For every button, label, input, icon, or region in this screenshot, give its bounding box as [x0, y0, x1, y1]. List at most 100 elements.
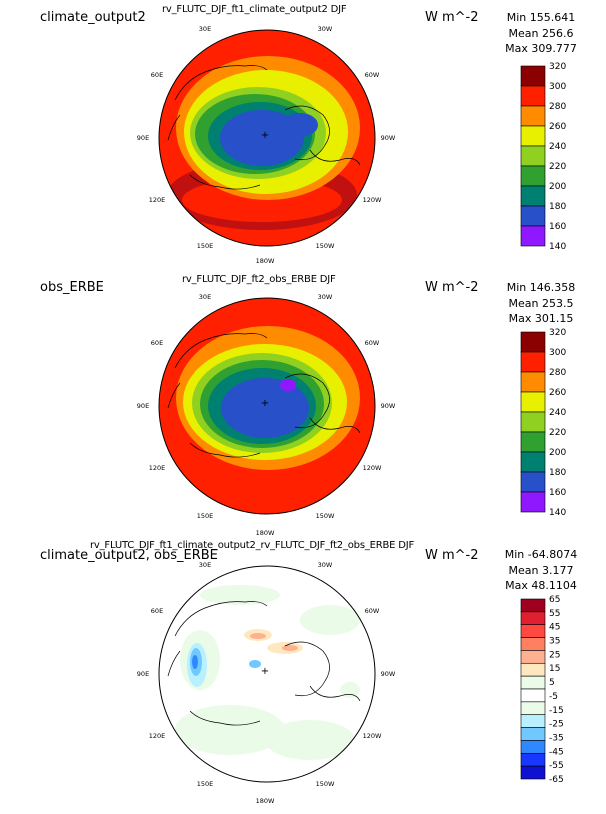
colorbar-swatch — [520, 85, 546, 107]
colorbar-swatch — [520, 471, 546, 493]
colorbar-swatch — [520, 491, 546, 513]
colorbar-swatch — [520, 431, 546, 453]
panel-stats: Min -64.8074 Mean 3.177 Max 48.1104 — [498, 547, 584, 594]
lon-label-90w: 90W — [381, 134, 396, 142]
colorbar-level-label: 300 — [549, 348, 566, 358]
panel-units: W m^-2 — [425, 548, 479, 563]
lon-label-150w: 150W — [316, 780, 335, 788]
lon-label-120w: 120W — [363, 464, 382, 472]
lon-label-90e: 90E — [137, 402, 149, 410]
colorbar-swatch — [520, 411, 546, 433]
colorbar-level-label: 240 — [549, 408, 566, 418]
stat-min: Min 155.641 — [506, 11, 576, 24]
panel-title: rv_FLUTC_DJF_ft1_climate_output2 DJF — [162, 4, 347, 15]
colorbar-swatch — [520, 65, 546, 87]
colorbar: 65 55 45 35 25 15 5 -5 -15 -25 -35 -45 -55 -65 — [520, 595, 564, 785]
panel-units: W m^-2 — [425, 280, 479, 295]
colorbar-level-label: -5 — [549, 692, 558, 702]
colorbar-level-label: 65 — [549, 595, 560, 605]
colorbar-level-label: 200 — [549, 182, 566, 192]
colorbar-swatch — [520, 105, 546, 127]
colorbar-level-label: 220 — [549, 428, 566, 438]
lon-label-150e: 150E — [197, 512, 214, 520]
colorbar-level-label: -35 — [549, 733, 564, 743]
colorbar-swatch — [520, 331, 546, 353]
colorbar-level-label: 280 — [549, 102, 566, 112]
colorbar-swatch — [520, 765, 546, 780]
colorbar-level-label: 320 — [549, 328, 566, 338]
stat-max: Max 309.777 — [505, 42, 577, 56]
colorbar-swatch — [520, 391, 546, 413]
coastlines — [167, 65, 361, 190]
lon-label-120e: 120E — [149, 464, 166, 472]
lon-label-150w: 150W — [316, 242, 335, 250]
colorbar-level-label: -65 — [549, 775, 564, 785]
colorbar-swatch — [520, 624, 546, 638]
lon-label-120w: 120W — [363, 196, 382, 204]
lon-label-150e: 150E — [197, 242, 214, 250]
lon-label-120w: 120W — [363, 732, 382, 740]
panel-obs: + 30E 30W 60E 60W 90E 90W 120E 120W 150E… — [0, 270, 606, 540]
colorbar-level-label: 200 — [549, 448, 566, 458]
colorbar-level-label: 25 — [549, 650, 560, 660]
panel-title: rv_FLUTC_DJF_ft2_obs_ERBE DJF — [182, 274, 336, 285]
colorbar-level-label: 160 — [549, 488, 566, 498]
stat-mean: Mean 3.177 — [508, 563, 574, 577]
colorbar-swatch — [520, 675, 546, 690]
map-boundary — [158, 565, 376, 783]
stat-mean: Mean 253.5 — [508, 296, 574, 310]
panel-left-label: climate_output2, obs_ERBE — [40, 548, 218, 563]
panel-left-label: obs_ERBE — [40, 280, 104, 295]
lon-label-180w: 180W — [256, 529, 275, 537]
lon-label-60e: 60E — [151, 607, 163, 615]
panel-left-label: climate_output2 — [40, 10, 146, 25]
colorbar-level-label: 140 — [549, 242, 566, 252]
colorbar-level-label: 55 — [549, 609, 560, 619]
colorbar-level-label: 160 — [549, 222, 566, 232]
colorbar-swatch — [520, 714, 546, 728]
lon-label-60e: 60E — [151, 339, 163, 347]
lon-label-30w: 30W — [318, 25, 333, 33]
colorbar-swatch — [520, 637, 546, 651]
colorbar-level-label: 280 — [549, 368, 566, 378]
colorbar-swatch — [520, 752, 546, 767]
colorbar-level-label: 140 — [549, 508, 566, 518]
colorbar-level-label: -45 — [549, 747, 564, 757]
lon-label-180w: 180W — [256, 257, 275, 265]
contour-field — [159, 298, 375, 514]
colorbar-swatch — [520, 740, 546, 754]
lon-label-60w: 60W — [365, 607, 380, 615]
colorbar-swatch — [520, 662, 546, 677]
colorbar-level-label: 45 — [549, 623, 560, 633]
colorbar-swatch — [520, 351, 546, 373]
colorbar-level-label: 240 — [549, 142, 566, 152]
lon-label-60w: 60W — [365, 71, 380, 79]
contour-field — [159, 566, 375, 782]
colorbar-swatch — [520, 185, 546, 207]
colorbar-level-label: -15 — [549, 706, 564, 716]
colorbar: 320 300 280 260 240 220 200 180 160 140 — [520, 328, 566, 518]
lon-label-60e: 60E — [151, 71, 163, 79]
pole-marker: + — [261, 666, 269, 677]
map-boundary — [158, 29, 376, 247]
colorbar-level-label: 180 — [549, 202, 566, 212]
coastlines — [167, 601, 361, 726]
colorbar: 320 300 280 260 240 220 200 180 160 140 — [520, 62, 566, 252]
colorbar-swatch — [520, 145, 546, 167]
colorbar-swatch — [520, 650, 546, 664]
panel-stats: Min 155.641 Mean 256.6 Max 309.777 — [498, 10, 584, 57]
lon-label-30e: 30E — [199, 25, 211, 33]
colorbar-swatch — [520, 701, 546, 716]
coastlines — [167, 333, 361, 458]
colorbar-level-label: 320 — [549, 62, 566, 72]
panel-stats: Min 146.358 Mean 253.5 Max 301.15 — [498, 280, 584, 327]
colorbar-swatch — [520, 225, 546, 247]
stat-max: Max 301.15 — [508, 312, 574, 326]
map-boundary — [158, 297, 376, 515]
colorbar-swatch — [520, 371, 546, 393]
lon-label-90w: 90W — [381, 670, 396, 678]
colorbar-swatch — [520, 727, 546, 741]
panel-difference: + 30E 30W 60E 60W 90E 90W 120E 120W 150E… — [0, 540, 606, 814]
colorbar-level-label: -55 — [549, 761, 564, 771]
colorbar-swatch — [520, 205, 546, 227]
